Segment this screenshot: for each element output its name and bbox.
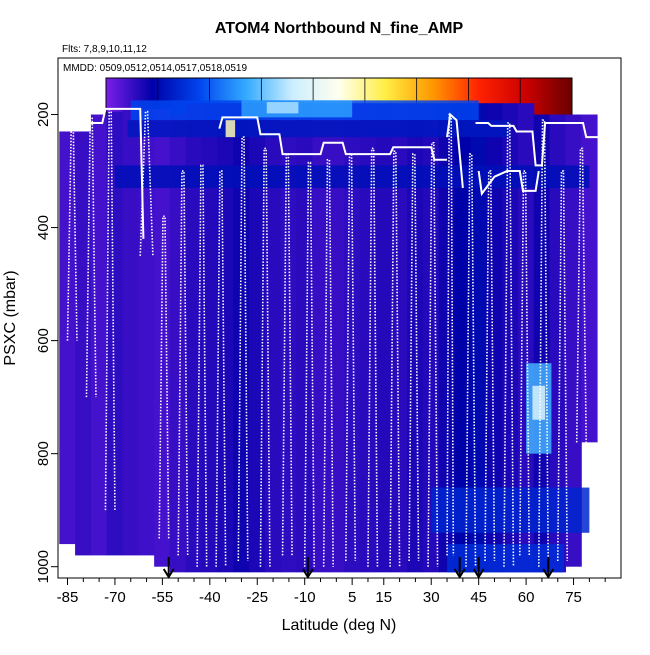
- y-axis-label: PSXC (mbar): [2, 270, 19, 365]
- heatmap-cell: [217, 103, 234, 573]
- x-tick-label: -40: [199, 589, 221, 606]
- arrow-head: [302, 568, 314, 579]
- heatmap-cell: [549, 114, 566, 573]
- profile-trace: [237, 136, 249, 562]
- x-tick-label: 45: [470, 589, 487, 606]
- heatmap-cell: [75, 131, 92, 556]
- flight-tracks: [58, 107, 606, 239]
- heatmap-highlight: [532, 385, 546, 420]
- y-tick-label: 800: [35, 441, 52, 466]
- profile-trace: [303, 161, 315, 567]
- heatmap-cell: [407, 103, 424, 573]
- heatmap-cell: [486, 103, 503, 573]
- profile-traces: [66, 108, 588, 567]
- profile-trace: [537, 119, 550, 567]
- flight-track: [58, 107, 145, 239]
- arrow-markers: [162, 557, 555, 579]
- heatmap-highlight: [447, 544, 565, 573]
- profile-trace: [389, 150, 401, 567]
- heatmap-cell: [391, 103, 408, 573]
- arrow-head: [472, 568, 485, 579]
- heatmap-cell: [533, 114, 551, 573]
- x-tick-label: -85: [57, 589, 79, 606]
- heatmap-cell: [201, 103, 219, 573]
- heatmap-highlight: [127, 120, 511, 138]
- x-tick-label: -55: [152, 589, 174, 606]
- flight-track: [477, 170, 540, 197]
- dates-label: MMDD: 0509,0512,0514,0517,0518,0519: [63, 63, 247, 74]
- x-tick-label: 15: [375, 589, 392, 606]
- profile-trace: [484, 170, 496, 562]
- flight-track: [475, 122, 606, 167]
- heatmap-cell: [90, 114, 108, 556]
- x-tick-label: -10: [294, 589, 316, 606]
- x-tick-label: 60: [518, 589, 535, 606]
- flights-label: Flts: 7,8,9,10,11,12: [62, 44, 147, 55]
- heatmap-cell: [470, 103, 487, 573]
- x-tick-label: 5: [348, 589, 356, 606]
- heatmap-cell: [122, 108, 139, 556]
- heatmap-cell: [280, 103, 298, 573]
- profile-trace: [158, 215, 170, 539]
- heatmap-cell: [343, 103, 361, 573]
- x-tick-label: 30: [423, 589, 440, 606]
- arrow-head: [162, 568, 175, 579]
- heatmap-cell: [296, 103, 313, 573]
- profile-trace: [259, 147, 271, 567]
- heatmap-highlight: [431, 487, 590, 533]
- plot-frame: [57, 57, 622, 579]
- heatmap: [59, 103, 598, 573]
- heatmap-highlight: [225, 120, 236, 138]
- x-tick-label: -25: [246, 589, 268, 606]
- profile-trace: [367, 147, 379, 567]
- profile-trace: [446, 113, 455, 556]
- flight-track: [218, 116, 448, 161]
- chart-title: ATOM4 Northbound N_fine_AMP: [215, 20, 464, 37]
- heatmap-cell: [423, 103, 440, 573]
- heatmap-cell: [169, 114, 187, 573]
- heatmap-cell: [264, 103, 282, 573]
- profile-trace: [575, 147, 588, 443]
- heatmap-cell: [517, 103, 535, 573]
- heatmap-cell: [581, 114, 598, 443]
- x-axis: -85 -70 -55 -40 -25 -10 5 15 30 45 60 75: [57, 578, 606, 606]
- y-tick-label: 1000: [35, 550, 52, 583]
- x-axis-label: Latitude (deg N): [282, 617, 397, 634]
- y-tick-label: 400: [35, 215, 52, 240]
- heatmap-cell: [59, 131, 76, 545]
- y-tick-label: 200: [35, 102, 52, 127]
- y-axis: 200 400 600 800 1000: [35, 102, 58, 583]
- heatmap-cell: [154, 108, 171, 567]
- profile-trace: [85, 116, 97, 398]
- flight-track: [446, 112, 464, 189]
- heatmap-cell: [565, 114, 582, 567]
- arrow-head: [542, 568, 555, 579]
- profile-trace: [427, 141, 439, 567]
- heatmap-cell: [106, 111, 124, 556]
- profile-trace: [215, 170, 227, 567]
- profile-trace: [465, 153, 477, 567]
- profile-trace: [177, 170, 189, 556]
- heatmap-cell: [359, 103, 377, 573]
- x-tick-label: 75: [565, 589, 582, 606]
- heatmap-cell: [375, 103, 393, 573]
- arrow-head: [453, 568, 466, 579]
- heatmap-cell: [502, 103, 519, 573]
- profile-trace: [518, 170, 531, 556]
- x-tick-label: -70: [104, 589, 126, 606]
- y-tick-label: 600: [35, 328, 52, 353]
- heatmap-highlight: [266, 102, 299, 114]
- profile-trace: [556, 170, 569, 562]
- profile-trace: [503, 122, 515, 567]
